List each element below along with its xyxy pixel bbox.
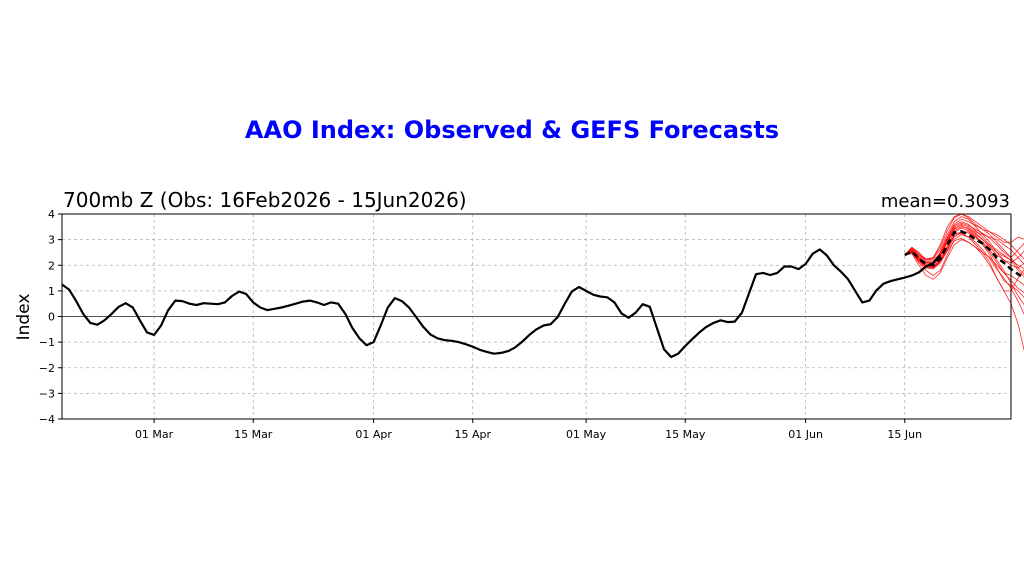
y-tick-label: 1 [48, 285, 55, 298]
ensemble-mean-label: mean=0.3093 [881, 191, 1010, 212]
ensemble-member-line [904, 234, 1024, 352]
y-tick-label: 3 [48, 234, 55, 247]
ensemble-member-line [904, 213, 1024, 260]
chart-title: AAO Index: Observed & GEFS Forecasts [245, 116, 779, 144]
x-axis-ticks: 01 Mar 15 Mar 01 Apr 15 Apr 01 May 15 May 01 J… [135, 419, 922, 441]
y-tick-label: −2 [39, 362, 55, 375]
y-axis-label: Index [14, 294, 34, 341]
y-tick-label: −1 [39, 336, 55, 349]
x-tick-label: 15 Jun [887, 428, 922, 441]
ensemble-member-line [904, 223, 1024, 265]
x-tick-label: 15 Mar [234, 428, 273, 441]
x-tick-label: 01 May [566, 428, 607, 441]
x-tick-label: 15 May [665, 428, 706, 441]
ensemble-member-line [904, 221, 1024, 278]
observed-series-line [61, 248, 942, 359]
y-tick-label: 0 [48, 311, 55, 324]
x-tick-label: 01 Apr [355, 428, 392, 441]
ensemble-members [904, 213, 1024, 352]
ensemble-member-line [904, 239, 1024, 292]
y-axis-ticks: −4 −3 −2 −1 0 1 2 3 4 [39, 208, 62, 426]
x-tick-label: 01 Jun [788, 428, 823, 441]
ensemble-member-line [904, 227, 1024, 286]
y-tick-label: −3 [39, 387, 55, 400]
y-tick-label: 4 [48, 208, 55, 221]
x-tick-label: 15 Apr [454, 428, 491, 441]
y-tick-label: −4 [39, 413, 55, 426]
ensemble-member-line [904, 232, 1024, 315]
x-tick-label: 01 Mar [135, 428, 174, 441]
y-tick-label: 2 [48, 259, 55, 272]
ensemble-mean-line [904, 230, 1024, 280]
chart-subtitle: 700mb Z (Obs: 16Feb2026 - 15Jun2026) [63, 188, 467, 212]
